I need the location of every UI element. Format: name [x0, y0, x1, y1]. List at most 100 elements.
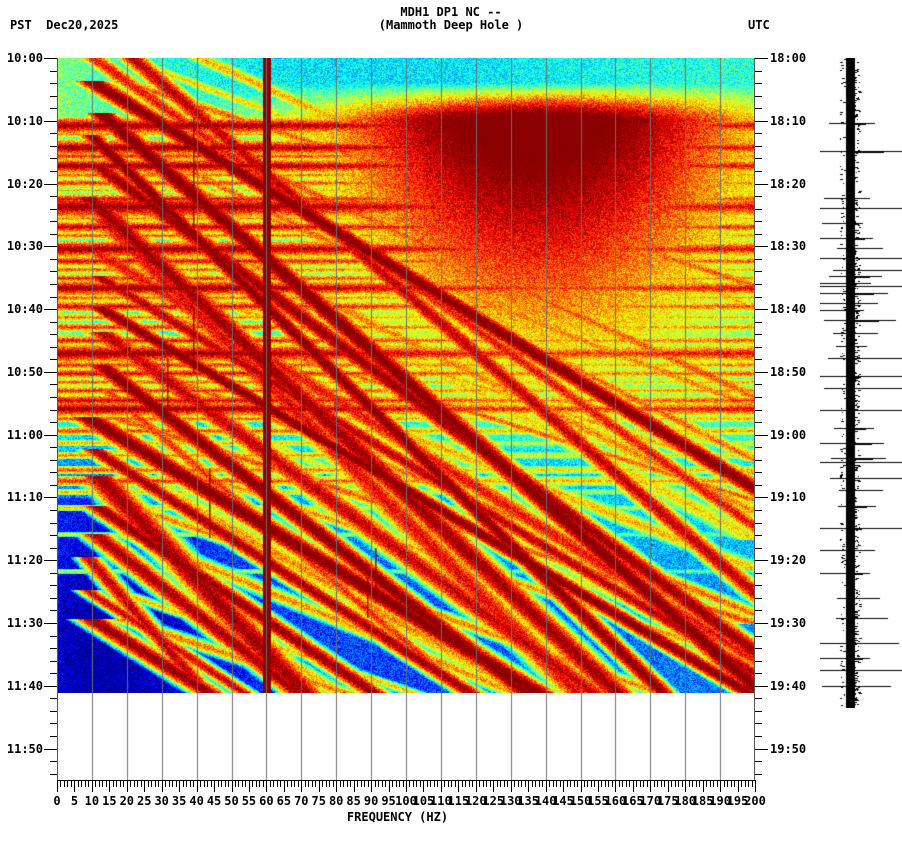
time-tick-minor — [50, 698, 57, 699]
frequency-tick-minor — [116, 780, 117, 787]
time-tick-minor — [755, 196, 762, 197]
time-label-utc: 18:20 — [770, 177, 806, 191]
frequency-tick-minor — [553, 780, 554, 787]
frequency-tick-minor — [654, 780, 655, 787]
time-tick-minor — [755, 422, 762, 423]
frequency-tick-minor — [539, 780, 540, 787]
frequency-tick-minor — [190, 780, 191, 787]
frequency-tick-minor — [357, 780, 358, 787]
frequency-tick-major — [301, 780, 302, 792]
frequency-tick-minor — [200, 780, 201, 787]
frequency-tick-minor — [403, 780, 404, 787]
frequency-tick-minor — [706, 780, 707, 787]
frequency-tick-minor — [675, 780, 676, 787]
time-tick-major — [755, 121, 768, 122]
time-axis-left-labels: 10:00 10:10 10:20 10:30 10:40 10:50 11:00 11:10… — [0, 58, 43, 780]
time-tick-minor — [50, 598, 57, 599]
frequency-label: 90 — [364, 794, 378, 808]
frequency-tick-minor — [608, 780, 609, 787]
frequency-tick-minor — [409, 780, 410, 787]
frequency-tick-major — [319, 780, 320, 792]
time-tick-minor — [50, 723, 57, 724]
frequency-tick-minor — [305, 780, 306, 787]
frequency-tick-minor — [636, 780, 637, 787]
frequency-label: 70 — [294, 794, 308, 808]
time-tick-minor — [50, 673, 57, 674]
time-tick-major — [44, 184, 57, 185]
frequency-tick-minor — [507, 780, 508, 787]
frequency-tick-minor — [560, 780, 561, 787]
time-tick-minor — [755, 610, 762, 611]
time-tick-major — [44, 121, 57, 122]
frequency-tick-minor — [225, 780, 226, 787]
time-label-utc: 18:30 — [770, 239, 806, 253]
time-tick-major — [755, 58, 768, 59]
time-tick-minor — [755, 636, 762, 637]
time-tick-minor — [50, 472, 57, 473]
frequency-label: 55 — [242, 794, 256, 808]
frequency-label: 50 — [224, 794, 238, 808]
frequency-tick-minor — [542, 780, 543, 787]
time-tick-major — [755, 372, 768, 373]
frequency-tick-minor — [657, 780, 658, 787]
frequency-tick-major — [685, 780, 686, 792]
frequency-tick-minor — [102, 780, 103, 787]
time-tick-minor — [50, 322, 57, 323]
frequency-tick-major — [74, 780, 75, 792]
frequency-tick-major — [354, 780, 355, 792]
frequency-tick-minor — [340, 780, 341, 787]
time-label-pst: 10:30 — [7, 239, 43, 253]
time-tick-minor — [755, 158, 762, 159]
frequency-tick-minor — [682, 780, 683, 787]
time-tick-minor — [50, 460, 57, 461]
frequency-tick-minor — [696, 780, 697, 787]
frequency-tick-minor — [455, 780, 456, 787]
frequency-tick-minor — [378, 780, 379, 787]
frequency-tick-minor — [678, 780, 679, 787]
frequency-tick-major — [581, 780, 582, 792]
time-tick-minor — [755, 510, 762, 511]
frequency-tick-minor — [322, 780, 323, 787]
frequency-tick-minor — [518, 780, 519, 787]
frequency-tick-minor — [483, 780, 484, 787]
frequency-tick-minor — [106, 780, 107, 787]
frequency-tick-minor — [689, 780, 690, 787]
time-tick-minor — [50, 384, 57, 385]
frequency-label: 200 — [744, 794, 766, 808]
frequency-tick-minor — [298, 780, 299, 787]
time-tick-major — [44, 497, 57, 498]
frequency-tick-minor — [504, 780, 505, 787]
frequency-tick-minor — [67, 780, 68, 787]
frequency-tick-major — [650, 780, 651, 792]
frequency-label: 40 — [189, 794, 203, 808]
time-tick-major — [755, 309, 768, 310]
frequency-tick-major — [511, 780, 512, 792]
time-tick-minor — [755, 761, 762, 762]
frequency-tick-minor — [343, 780, 344, 787]
time-tick-minor — [755, 648, 762, 649]
frequency-tick-minor — [413, 780, 414, 787]
frequency-tick-minor — [308, 780, 309, 787]
frequency-tick-major — [720, 780, 721, 792]
frequency-tick-minor — [169, 780, 170, 787]
frequency-tick-minor — [361, 780, 362, 787]
frequency-tick-major — [389, 780, 390, 792]
time-tick-major — [44, 309, 57, 310]
frequency-tick-major — [284, 780, 285, 792]
frequency-tick-minor — [416, 780, 417, 787]
frequency-label: 35 — [172, 794, 186, 808]
frequency-tick-minor — [626, 780, 627, 787]
frequency-tick-minor — [252, 780, 253, 787]
frequency-tick-minor — [713, 780, 714, 787]
frequency-tick-minor — [186, 780, 187, 787]
frequency-tick-minor — [612, 780, 613, 787]
time-tick-major — [44, 749, 57, 750]
frequency-tick-minor — [490, 780, 491, 787]
time-tick-minor — [755, 271, 762, 272]
frequency-tick-minor — [172, 780, 173, 787]
frequency-tick-minor — [385, 780, 386, 787]
frequency-tick-major — [423, 780, 424, 792]
frequency-tick-minor — [113, 780, 114, 787]
frequency-tick-major — [179, 780, 180, 792]
frequency-tick-minor — [479, 780, 480, 787]
